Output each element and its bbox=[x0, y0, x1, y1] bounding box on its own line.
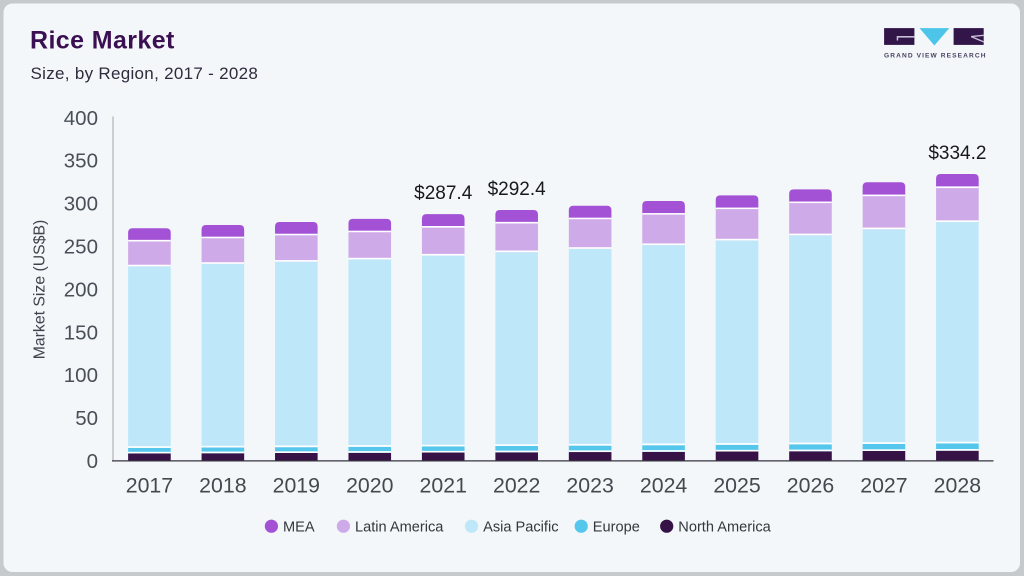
svg-text:2024: 2024 bbox=[640, 474, 688, 498]
svg-text:Latin America: Latin America bbox=[355, 520, 444, 536]
svg-text:Europe: Europe bbox=[593, 520, 640, 536]
svg-text:GRAND VIEW RESEARCH: GRAND VIEW RESEARCH bbox=[884, 53, 987, 60]
svg-text:2022: 2022 bbox=[493, 474, 540, 498]
svg-text:$334.2: $334.2 bbox=[928, 143, 986, 164]
svg-text:Size, by Region, 2017 - 2028: Size, by Region, 2017 - 2028 bbox=[31, 64, 259, 83]
svg-text:2017: 2017 bbox=[126, 474, 173, 498]
svg-text:North America: North America bbox=[678, 520, 771, 536]
svg-text:2019: 2019 bbox=[273, 474, 320, 498]
svg-text:0: 0 bbox=[87, 450, 98, 473]
svg-text:400: 400 bbox=[64, 107, 98, 130]
svg-text:2018: 2018 bbox=[199, 474, 246, 498]
svg-text:350: 350 bbox=[64, 150, 98, 173]
svg-text:Asia Pacific: Asia Pacific bbox=[483, 520, 558, 536]
svg-text:MEA: MEA bbox=[283, 520, 315, 536]
svg-text:2027: 2027 bbox=[860, 474, 907, 498]
svg-text:2023: 2023 bbox=[566, 474, 613, 498]
svg-text:250: 250 bbox=[64, 236, 98, 259]
svg-text:2020: 2020 bbox=[346, 474, 394, 498]
svg-text:300: 300 bbox=[64, 193, 98, 216]
svg-text:2026: 2026 bbox=[787, 474, 834, 498]
svg-text:Rice Market: Rice Market bbox=[30, 27, 175, 55]
svg-text:2021: 2021 bbox=[420, 474, 467, 498]
svg-text:$292.4: $292.4 bbox=[488, 179, 547, 200]
svg-text:100: 100 bbox=[64, 364, 98, 387]
svg-text:2025: 2025 bbox=[713, 474, 760, 498]
svg-text:150: 150 bbox=[64, 321, 98, 344]
svg-text:$287.4: $287.4 bbox=[414, 183, 473, 204]
svg-text:50: 50 bbox=[75, 407, 98, 430]
svg-text:Market Size (US$B): Market Size (US$B) bbox=[31, 220, 48, 360]
svg-text:200: 200 bbox=[64, 278, 98, 301]
svg-text:2028: 2028 bbox=[934, 474, 981, 498]
